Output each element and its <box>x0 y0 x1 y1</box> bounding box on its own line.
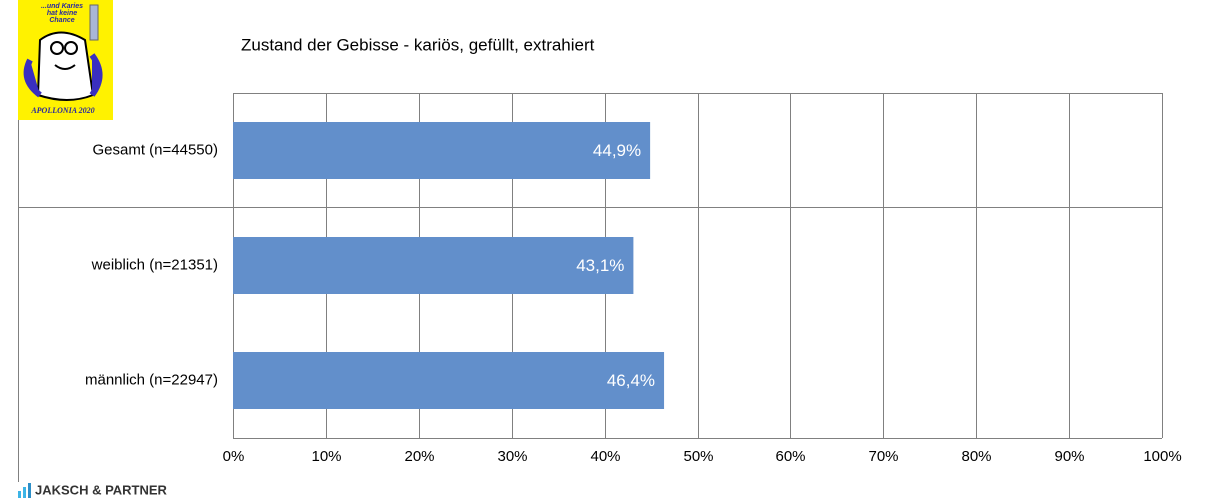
logo-caption: APOLLONIA 2020 <box>30 106 94 115</box>
value-label: 46,4% <box>607 371 655 390</box>
logo-tooth <box>36 31 95 101</box>
footer-logo: JAKSCH & PARTNER <box>18 482 168 498</box>
logo: ...und Karies hat keine Chance APOLLONIA… <box>18 0 113 120</box>
y-tick-label: weiblich (n=21351) <box>91 256 218 273</box>
x-tick-label: 80% <box>961 448 991 465</box>
logo-eye <box>64 41 78 55</box>
logo-mouth <box>54 64 76 70</box>
x-tick-label: 60% <box>775 448 805 465</box>
logo-text: hat keine <box>47 10 77 17</box>
value-label: 44,9% <box>593 141 641 160</box>
chart-title: Zustand der Gebisse - kariös, gefüllt, e… <box>241 35 595 54</box>
bar <box>233 122 651 179</box>
footer-icon <box>28 483 31 498</box>
value-label: 43,1% <box>576 256 624 275</box>
x-tick-label: 50% <box>683 448 713 465</box>
x-tick-label: 30% <box>497 448 527 465</box>
logo-brush <box>89 4 99 41</box>
logo-text: Chance <box>49 17 74 24</box>
x-tick-label: 90% <box>1054 448 1084 465</box>
footer-icon <box>18 491 21 498</box>
x-tick-label: 70% <box>868 448 898 465</box>
bar <box>233 237 634 294</box>
x-tick-label: 0% <box>223 448 245 465</box>
logo-arms <box>23 53 103 98</box>
y-tick-label: männlich (n=22947) <box>85 371 218 388</box>
logo-text: ...und Karies <box>41 3 83 10</box>
logo-eye <box>50 41 64 55</box>
bar <box>233 352 665 409</box>
x-tick-label: 20% <box>404 448 434 465</box>
x-tick-label: 40% <box>590 448 620 465</box>
footer-icon <box>23 487 26 498</box>
y-tick-label: Gesamt (n=44550) <box>93 141 219 158</box>
footer-text: JAKSCH & PARTNER <box>35 482 168 497</box>
x-tick-label: 100% <box>1143 448 1181 465</box>
x-tick-label: 10% <box>311 448 341 465</box>
